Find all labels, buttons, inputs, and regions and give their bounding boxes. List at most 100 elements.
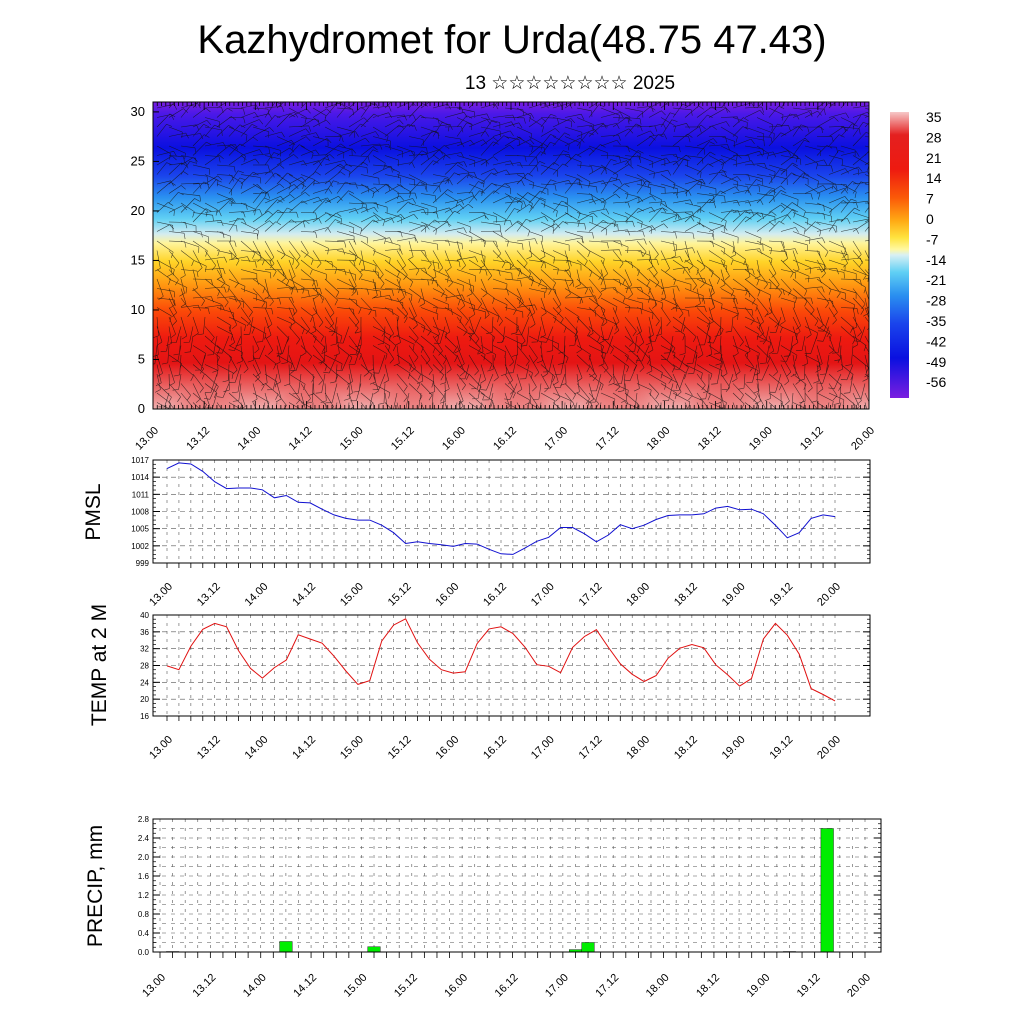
x-tick-label: 18.00 bbox=[624, 734, 652, 762]
x-tick-label: 13.12 bbox=[191, 972, 219, 1000]
x-tick-label: 19.12 bbox=[767, 734, 795, 762]
y-tick-label: 30 bbox=[131, 104, 145, 119]
pmsl-ylabel: PMSL bbox=[82, 483, 105, 540]
y-tick-label: 15 bbox=[131, 252, 145, 267]
y-tick-label: 0.4 bbox=[138, 929, 150, 938]
x-tick-label: 16.12 bbox=[481, 581, 509, 609]
wind-barbs bbox=[153, 102, 869, 409]
temp-grid bbox=[153, 614, 870, 717]
temp-ylabel: TEMP at 2 M bbox=[88, 604, 111, 726]
y-tick-label: 2.8 bbox=[138, 815, 150, 824]
x-tick-label: 17.12 bbox=[577, 734, 605, 762]
x-tick-label: 18.12 bbox=[672, 581, 700, 609]
heatmap-y-axis: 0 5 10 15 20 25 30 bbox=[131, 104, 159, 416]
x-tick-label: 18.00 bbox=[644, 972, 672, 1000]
y-tick-label: 999 bbox=[136, 559, 150, 568]
colorbar-label: 21 bbox=[926, 150, 942, 166]
y-tick-label: 1011 bbox=[132, 490, 150, 499]
temp-frame bbox=[152, 614, 871, 717]
x-tick-label: 18.12 bbox=[694, 972, 722, 1000]
x-tick-label: 20.00 bbox=[845, 972, 873, 1000]
temperature-heatmap: 0 5 10 15 20 25 30 13.00 13.12 14.00 14.12 15.00 15… bbox=[131, 101, 877, 453]
x-tick-label: 19.12 bbox=[795, 972, 823, 1000]
chart-subtitle: 13 ☆☆☆☆☆☆☆☆ 2025 bbox=[464, 73, 676, 94]
y-tick-label: 0.8 bbox=[138, 910, 150, 919]
colorbar-gradient bbox=[890, 112, 909, 398]
y-tick-label: 2.0 bbox=[138, 853, 150, 862]
x-tick-label: 18.00 bbox=[645, 425, 673, 453]
temp-series-line bbox=[166, 618, 836, 702]
y-tick-label: 0.0 bbox=[138, 948, 150, 957]
x-tick-label: 13.12 bbox=[195, 734, 223, 762]
y-tick-label: 2.4 bbox=[138, 834, 150, 843]
x-tick-label: 17.00 bbox=[542, 425, 570, 453]
y-tick-label: 5 bbox=[138, 351, 145, 366]
temp-chart: 16 20 24 28 32 36 40 13.00 13.12 14.00 14.12 15.00… bbox=[88, 604, 871, 762]
x-tick-label: 13.00 bbox=[140, 972, 168, 1000]
colorbar-label: -28 bbox=[926, 293, 946, 309]
y-tick-label: 1002 bbox=[131, 542, 149, 551]
x-tick-label: 13.12 bbox=[195, 581, 223, 609]
x-tick-label: 17.00 bbox=[529, 581, 557, 609]
x-tick-label: 17.12 bbox=[593, 972, 621, 1000]
y-tick-label: 32 bbox=[140, 645, 149, 654]
pmsl-frame bbox=[152, 459, 871, 564]
y-tick-label: 24 bbox=[140, 678, 149, 687]
y-tick-label: 25 bbox=[131, 153, 145, 168]
y-tick-label: 1008 bbox=[131, 508, 149, 517]
pmsl-series-line bbox=[166, 462, 836, 555]
x-tick-label: 14.00 bbox=[243, 581, 271, 609]
x-tick-label: 20.00 bbox=[849, 425, 877, 453]
x-tick-label: 19.00 bbox=[747, 425, 775, 453]
x-tick-label: 20.00 bbox=[815, 581, 843, 609]
colorbar-label: -14 bbox=[926, 252, 946, 268]
x-tick-label: 13.00 bbox=[133, 425, 161, 453]
precip-ylabel: PRECIP, mm bbox=[84, 825, 107, 947]
x-tick-label: 17.00 bbox=[529, 734, 557, 762]
x-tick-label: 17.00 bbox=[543, 972, 571, 1000]
x-tick-label: 15.12 bbox=[386, 581, 414, 609]
colorbar-label: 28 bbox=[926, 129, 942, 145]
x-tick-label: 13.12 bbox=[184, 425, 212, 453]
y-tick-label: 36 bbox=[140, 628, 149, 637]
colorbar-label: -49 bbox=[926, 354, 946, 370]
y-tick-label: 1.2 bbox=[138, 891, 150, 900]
x-tick-label: 16.12 bbox=[493, 972, 521, 1000]
x-tick-label: 16.00 bbox=[433, 581, 461, 609]
x-tick-label: 16.00 bbox=[433, 734, 461, 762]
warm-cell bbox=[576, 339, 661, 409]
x-tick-label: 14.00 bbox=[235, 425, 263, 453]
y-tick-label: 1017 bbox=[131, 456, 149, 465]
x-tick-label: 15.12 bbox=[392, 972, 420, 1000]
colorbar: 35 28 21 14 7 0 -7 -14 -21 -28 -35 -42 -49 -56 bbox=[890, 109, 946, 398]
colorbar-label: -35 bbox=[926, 313, 946, 329]
x-tick-label: 18.00 bbox=[624, 581, 652, 609]
temp-y-axis: 16 20 24 28 32 36 40 bbox=[140, 611, 870, 721]
pmsl-grid bbox=[153, 459, 870, 564]
y-tick-label: 0 bbox=[138, 401, 145, 416]
x-tick-label: 14.00 bbox=[241, 972, 269, 1000]
x-tick-label: 18.12 bbox=[696, 425, 724, 453]
x-tick-label: 15.00 bbox=[342, 972, 370, 1000]
y-tick-label: 1.6 bbox=[138, 872, 150, 881]
x-tick-label: 16.12 bbox=[481, 734, 509, 762]
x-tick-label: 15.00 bbox=[338, 425, 366, 453]
precip-bar bbox=[581, 942, 595, 953]
x-tick-label: 19.12 bbox=[767, 581, 795, 609]
x-tick-label: 19.00 bbox=[720, 581, 748, 609]
x-tick-label: 19.00 bbox=[744, 972, 772, 1000]
x-tick-label: 17.12 bbox=[593, 425, 621, 453]
x-tick-label: 20.00 bbox=[815, 734, 843, 762]
precip-chart: 0.0 0.4 0.8 1.2 1.6 2.0 2.4 2.8 13.00 13.12 14.00… bbox=[84, 815, 882, 1000]
colorbar-label: -42 bbox=[926, 333, 946, 349]
pmsl-x-axis: 13.00 13.12 14.00 14.12 15.00 15.12 16.00 16.12… bbox=[147, 563, 843, 609]
y-tick-label: 1005 bbox=[131, 525, 149, 534]
colorbar-label: -7 bbox=[926, 231, 939, 247]
x-tick-label: 14.12 bbox=[290, 734, 318, 762]
y-tick-label: 16 bbox=[140, 712, 149, 721]
x-tick-label: 14.12 bbox=[290, 581, 318, 609]
y-tick-label: 10 bbox=[131, 302, 145, 317]
colorbar-label: -21 bbox=[926, 272, 946, 288]
x-tick-label: 15.12 bbox=[386, 734, 414, 762]
